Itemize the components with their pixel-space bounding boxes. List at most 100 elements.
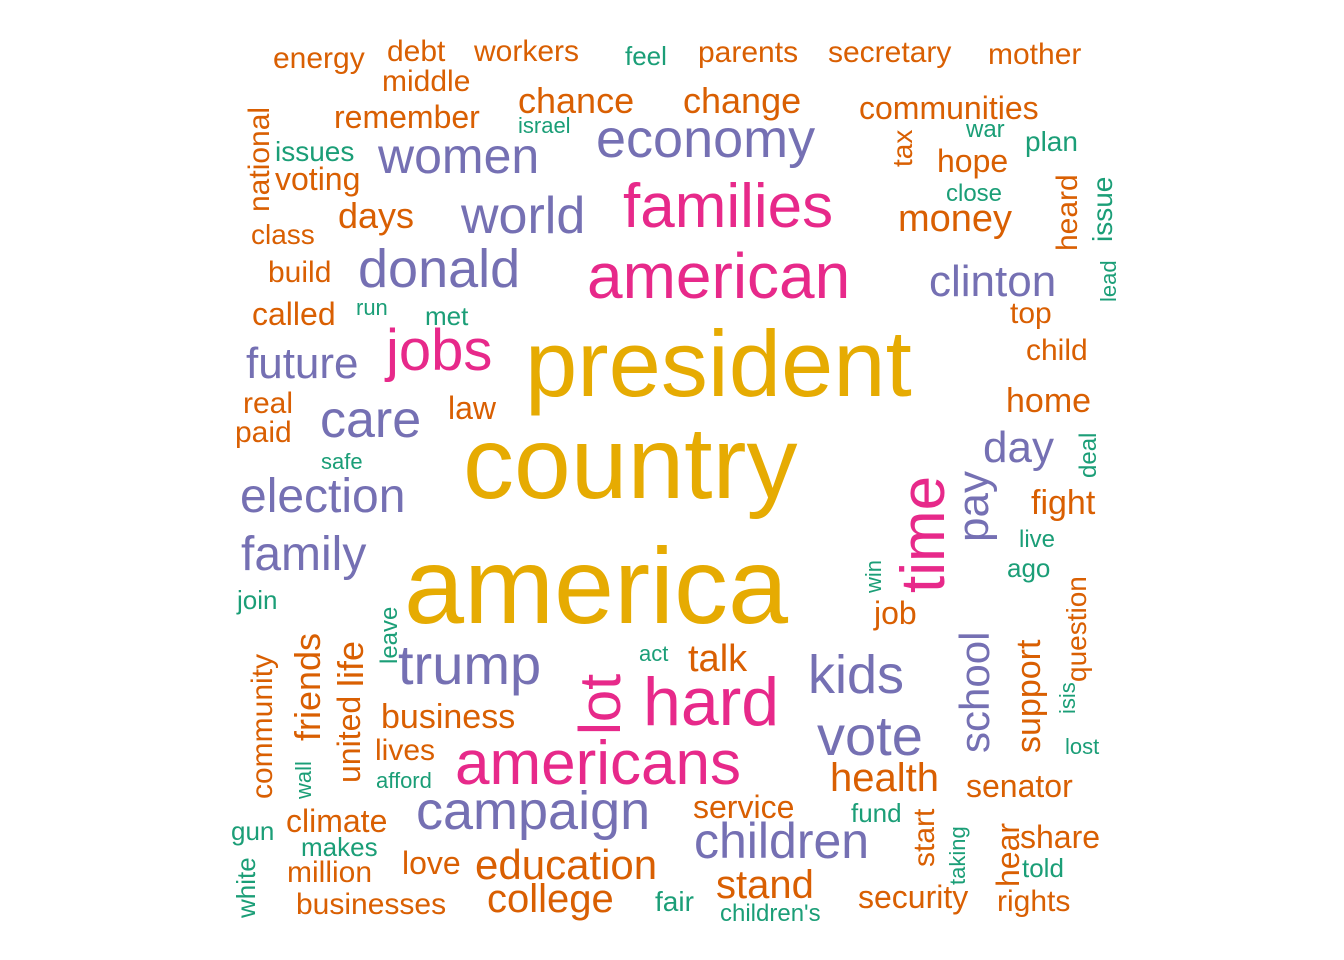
word-families: families xyxy=(623,172,834,241)
word-children-s: children's xyxy=(720,900,821,927)
word-service: service xyxy=(693,789,795,825)
word-friends: friends xyxy=(287,632,328,741)
word-america: america xyxy=(404,525,789,646)
word-heard: heard xyxy=(1051,174,1084,251)
word-voting: voting xyxy=(275,161,361,197)
word-national: national xyxy=(243,106,276,212)
word-law: law xyxy=(448,390,497,426)
word-energy: energy xyxy=(273,42,365,75)
word-support: support xyxy=(1010,639,1048,753)
word-business: business xyxy=(381,698,516,736)
word-leave: leave xyxy=(376,606,403,664)
word-election: election xyxy=(240,470,406,523)
word-climate: climate xyxy=(286,803,388,839)
word-build: build xyxy=(268,256,332,289)
word-united: united xyxy=(331,695,367,783)
word-fund: fund xyxy=(851,798,902,828)
word-businesses: businesses xyxy=(296,888,447,921)
word-jobs: jobs xyxy=(386,318,493,383)
word-rights: rights xyxy=(997,885,1071,918)
word-act: act xyxy=(639,641,669,666)
word-fight: fight xyxy=(1031,484,1096,522)
word-secretary: secretary xyxy=(828,36,952,69)
word-family: family xyxy=(241,528,367,581)
word-fair: fair xyxy=(655,886,694,917)
word-share: share xyxy=(1020,819,1101,855)
word-trump: trump xyxy=(398,633,542,696)
word-day: day xyxy=(983,423,1054,472)
word-feel: feel xyxy=(625,41,667,71)
word-change: change xyxy=(683,80,802,121)
word-clinton: clinton xyxy=(929,257,1057,306)
word-hope: hope xyxy=(937,143,1009,179)
word-days: days xyxy=(338,195,415,236)
word-makes: makes xyxy=(301,832,378,862)
word-top: top xyxy=(1010,297,1052,330)
word-paid: paid xyxy=(235,416,292,449)
word-future: future xyxy=(246,339,359,388)
word-start: start xyxy=(908,808,941,867)
word-ago: ago xyxy=(1007,553,1051,583)
word-taking: taking xyxy=(945,826,970,885)
word-million: million xyxy=(287,856,373,889)
word-love: love xyxy=(402,845,461,881)
word-called: called xyxy=(252,296,336,332)
word-americans: americans xyxy=(455,729,741,798)
word-community: community xyxy=(246,653,279,799)
word-debt: debt xyxy=(387,35,446,68)
word-president: president xyxy=(525,311,912,416)
word-vote: vote xyxy=(817,704,923,767)
word-school: school xyxy=(951,631,998,753)
word-live: live xyxy=(1019,526,1056,553)
word-wall: wall xyxy=(291,761,316,799)
word-lives: lives xyxy=(375,734,436,767)
word-war: war xyxy=(966,116,1005,143)
word-health: health xyxy=(830,756,939,800)
word-safe: safe xyxy=(321,449,363,474)
word-donald: donald xyxy=(358,239,521,299)
word-job: job xyxy=(874,595,917,631)
word-care: care xyxy=(320,391,422,449)
word-campaign: campaign xyxy=(416,781,651,841)
word-plan: plan xyxy=(1025,126,1078,157)
word-american: american xyxy=(587,240,851,312)
word-women: women xyxy=(378,128,540,184)
word-told: told xyxy=(1022,853,1064,883)
word-children: children xyxy=(694,813,870,869)
word-lost: lost xyxy=(1065,734,1100,759)
word-workers: workers xyxy=(474,35,580,68)
word-communities: communities xyxy=(859,90,1039,126)
word-deal: deal xyxy=(1075,432,1102,478)
word-close: close xyxy=(946,180,1003,207)
word-country: country xyxy=(463,406,798,520)
word-tax: tax xyxy=(887,129,918,167)
word-stand: stand xyxy=(716,863,814,907)
word-home: home xyxy=(1006,382,1092,420)
word-class: class xyxy=(251,219,315,250)
word-money: money xyxy=(898,198,1013,240)
word-win: win xyxy=(861,559,886,593)
word-gun: gun xyxy=(231,816,275,846)
word-talk: talk xyxy=(688,638,748,680)
word-senator: senator xyxy=(966,768,1073,804)
word-afford: afford xyxy=(376,768,432,793)
word-run: run xyxy=(356,295,388,320)
word-parents: parents xyxy=(698,36,799,69)
word-world: world xyxy=(461,187,586,245)
word-kids: kids xyxy=(808,645,905,705)
word-economy: economy xyxy=(596,109,816,169)
word-education: education xyxy=(475,841,658,888)
word-join: join xyxy=(237,585,278,615)
word-pay: pay xyxy=(949,471,998,542)
word-mother: mother xyxy=(988,38,1082,71)
word-chance: chance xyxy=(518,80,635,121)
word-issues: issues xyxy=(275,136,355,167)
word-security: security xyxy=(858,879,969,915)
word-met: met xyxy=(425,301,469,331)
word-college: college xyxy=(487,877,614,921)
word-issue: issue xyxy=(1087,176,1118,242)
word-real: real xyxy=(243,387,294,420)
word-white: white xyxy=(231,857,261,918)
word-hard: hard xyxy=(643,664,780,740)
